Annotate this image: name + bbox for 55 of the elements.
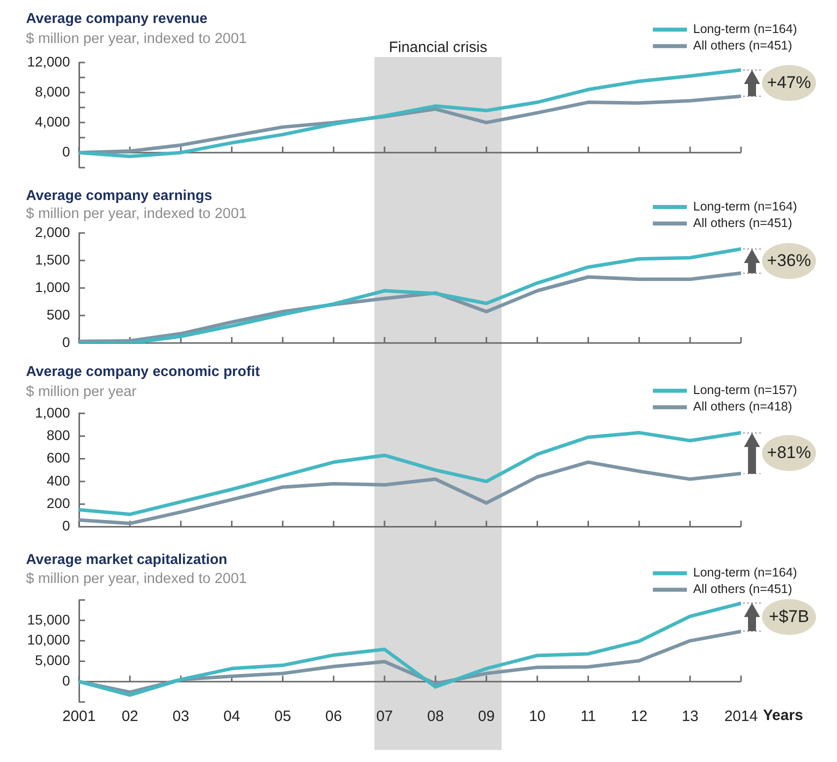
x-tick-label: 07 — [376, 708, 393, 726]
legend-label: All others (n=451) — [693, 38, 792, 53]
text: +36% — [767, 251, 811, 272]
y-tick-label: 200 — [46, 494, 70, 511]
x-tick-label: 04 — [223, 708, 240, 726]
legend-label: All others (n=451) — [693, 216, 792, 230]
x-tick-label: 08 — [427, 708, 444, 726]
text: +47% — [767, 73, 811, 94]
y-tick-label: 1,000 — [34, 404, 70, 420]
y-tick-label: 12,000 — [27, 53, 70, 70]
y-tick-label: 4,000 — [34, 113, 70, 130]
chart-subtitle: $ million per year, indexed to 2001 — [26, 205, 247, 223]
y-tick-label: 2,000 — [34, 224, 70, 240]
chart-title: Average company revenue — [26, 10, 208, 28]
x-tick-label: 06 — [325, 708, 342, 726]
x-tick-label: 02 — [122, 708, 138, 726]
x-tick-label: 09 — [478, 708, 495, 726]
text: +81% — [767, 443, 811, 464]
y-tick-label: 400 — [46, 472, 70, 488]
y-tick-label: 8,000 — [34, 83, 70, 100]
legend-label: Long-term (n=164) — [693, 22, 798, 36]
y-tick-label: 600 — [46, 450, 70, 466]
x-tick-label: 03 — [172, 708, 190, 726]
y-tick-label: 1,500 — [34, 251, 70, 268]
chart-subtitle: $ million per year, indexed to 2001 — [26, 30, 247, 48]
x-tick-label: 13 — [682, 708, 698, 726]
y-tick-label: 0 — [62, 143, 70, 160]
legend-label: All others (n=451) — [693, 582, 792, 596]
y-tick-label: 500 — [46, 306, 70, 322]
y-tick-label: 0 — [62, 334, 70, 350]
chart-title: Average company economic profit — [26, 363, 260, 381]
text: +$7B — [768, 607, 810, 628]
y-tick-label: 15,000 — [27, 611, 70, 628]
legend-label: Long-term (n=164) — [693, 199, 798, 214]
chart-subtitle: $ million per year — [26, 383, 136, 401]
y-tick-label: 5,000 — [34, 652, 70, 668]
band-label: Financial crisis — [388, 39, 488, 56]
x-tick-label: 2014 — [724, 708, 758, 726]
y-tick-label: 0 — [62, 518, 70, 534]
x-tick-label: 2001 — [62, 708, 96, 726]
x-axis-title: Years — [763, 707, 804, 724]
chart-subtitle: $ million per year, indexed to 2001 — [26, 570, 247, 588]
x-tick-label: 05 — [274, 708, 292, 726]
chart-title: Average market capitalization — [26, 551, 228, 569]
chart-title: Average company earnings — [26, 187, 212, 205]
x-tick-label: 10 — [528, 708, 546, 726]
y-tick-label: 800 — [46, 426, 70, 443]
legend-label: All others (n=418) — [693, 400, 792, 414]
y-tick-label: 1,000 — [34, 278, 70, 295]
y-tick-label: 0 — [62, 672, 70, 688]
legend-label: Long-term (n=157) — [693, 383, 798, 398]
x-tick-label: 12 — [630, 708, 648, 726]
x-tick-label: 11 — [580, 708, 596, 726]
legend-label: Long-term (n=164) — [693, 566, 798, 580]
y-tick-label: 10,000 — [27, 632, 70, 648]
